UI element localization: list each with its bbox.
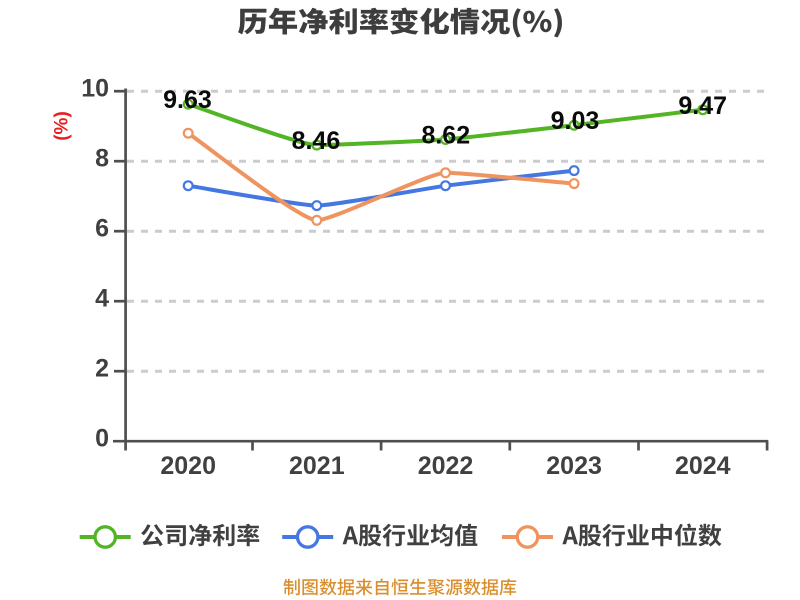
svg-text:0: 0 xyxy=(95,424,109,452)
svg-text:2022: 2022 xyxy=(418,452,474,480)
svg-text:(%): (%) xyxy=(52,111,73,141)
svg-text:9.47: 9.47 xyxy=(678,92,727,120)
svg-text:8.62: 8.62 xyxy=(421,122,470,150)
svg-text:2021: 2021 xyxy=(289,452,345,480)
svg-text:2: 2 xyxy=(95,354,109,382)
svg-text:2024: 2024 xyxy=(675,452,731,480)
svg-text:4: 4 xyxy=(95,284,109,312)
svg-text:6: 6 xyxy=(95,214,109,242)
svg-text:8.46: 8.46 xyxy=(292,127,341,155)
svg-text:9.63: 9.63 xyxy=(163,86,212,114)
svg-text:10: 10 xyxy=(81,74,109,102)
svg-text:2023: 2023 xyxy=(546,452,602,480)
svg-text:8: 8 xyxy=(95,144,109,172)
svg-text:9.03: 9.03 xyxy=(551,107,600,135)
svg-text:2020: 2020 xyxy=(160,452,216,480)
